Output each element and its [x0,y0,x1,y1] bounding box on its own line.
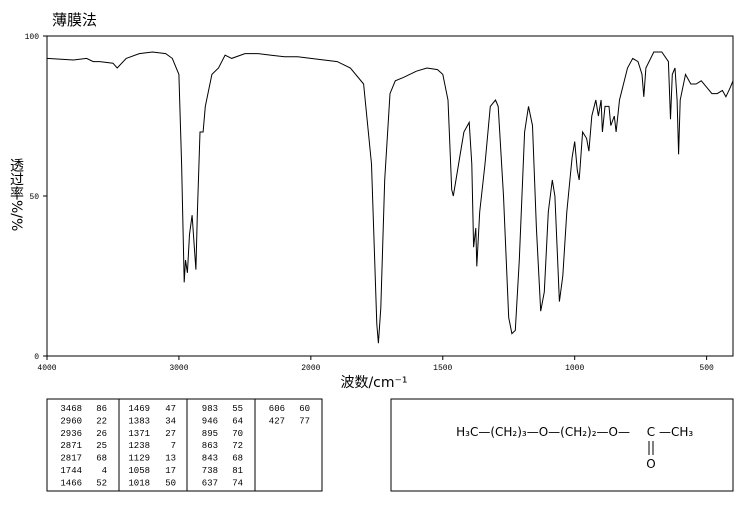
peak-wavenumber: 738 [202,466,218,476]
peak-transmittance: 34 [165,416,176,426]
peak-wavenumber: 1238 [128,441,150,451]
x-tick-label: 2000 [301,364,320,373]
peak-wavenumber: 983 [202,404,218,414]
structure-left: H₃C—(CH₂)₃—O—(CH₂)₂—O— [456,425,630,439]
peak-transmittance: 74 [232,478,243,488]
peak-wavenumber: 2936 [60,429,82,439]
x-tick-label: 1500 [433,364,452,373]
peak-wavenumber: 2871 [60,441,82,451]
peak-transmittance: 64 [232,416,243,426]
peak-wavenumber: 1371 [128,429,150,439]
peak-wavenumber: 1744 [60,466,82,476]
peak-transmittance: 68 [96,454,107,464]
x-tick-label: 3000 [169,364,188,373]
peak-wavenumber: 427 [269,416,285,426]
peak-transmittance: 70 [232,429,243,439]
x-tick-label: 4000 [37,364,56,373]
peak-wavenumber: 1383 [128,416,150,426]
peak-wavenumber: 2960 [60,416,82,426]
peak-table-box [46,398,323,492]
peak-wavenumber: 637 [202,478,218,488]
structure-carbonyl-o: O [646,457,655,471]
peak-transmittance: 86 [96,404,107,414]
y-axis-label: 透过率%/% [8,158,24,231]
peak-wavenumber: 1058 [128,466,150,476]
peak-transmittance: 60 [299,404,310,414]
peak-transmittance: 47 [165,404,176,414]
chart-title: 薄膜法 [52,11,97,29]
structure-right: —CH₃ [659,425,693,439]
plot-frame [46,35,734,357]
peak-transmittance: 13 [165,454,176,464]
peak-transmittance: 52 [96,478,107,488]
peak-wavenumber: 843 [202,454,218,464]
y-tick-label: 100 [25,33,40,42]
peak-wavenumber: 946 [202,416,218,426]
peak-wavenumber: 863 [202,441,218,451]
peak-transmittance: 4 [102,466,107,476]
peak-transmittance: 22 [96,416,107,426]
x-axis-label: 波数/cm⁻¹ [340,375,407,391]
peak-transmittance: 68 [232,454,243,464]
x-tick-label: 500 [699,364,714,373]
peak-wavenumber: 3468 [60,404,82,414]
peak-transmittance: 7 [171,441,176,451]
spectrum-line [46,51,734,344]
peak-wavenumber: 606 [269,404,285,414]
peak-wavenumber: 1018 [128,478,150,488]
x-tick-label: 1000 [565,364,584,373]
peak-transmittance: 72 [232,441,243,451]
peak-transmittance: 26 [96,429,107,439]
structure-carbonyl-c: C [647,425,655,439]
peak-transmittance: 17 [165,466,176,476]
peak-wavenumber: 1466 [60,478,82,488]
peak-wavenumber: 2817 [60,454,82,464]
peak-wavenumber: 1129 [128,454,150,464]
structure-box [390,398,734,492]
peak-transmittance: 77 [299,416,310,426]
peak-wavenumber: 895 [202,429,218,439]
peak-transmittance: 50 [165,478,176,488]
y-tick-label: 50 [29,193,39,202]
y-tick-label: 0 [34,353,39,362]
peak-transmittance: 81 [232,466,243,476]
peak-transmittance: 25 [96,441,107,451]
peak-wavenumber: 1469 [128,404,150,414]
peak-transmittance: 27 [165,429,176,439]
peak-transmittance: 55 [232,404,243,414]
